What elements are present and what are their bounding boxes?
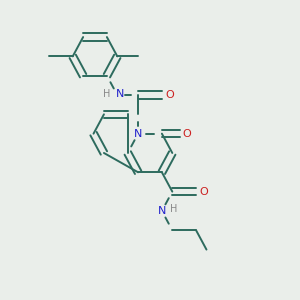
- Text: O: O: [165, 90, 174, 100]
- Text: H: H: [170, 204, 178, 214]
- Text: O: O: [199, 187, 208, 196]
- Text: H: H: [103, 89, 111, 99]
- Text: O: O: [183, 129, 191, 139]
- Text: N: N: [134, 129, 142, 139]
- Text: N: N: [158, 206, 166, 216]
- Text: N: N: [116, 89, 124, 99]
